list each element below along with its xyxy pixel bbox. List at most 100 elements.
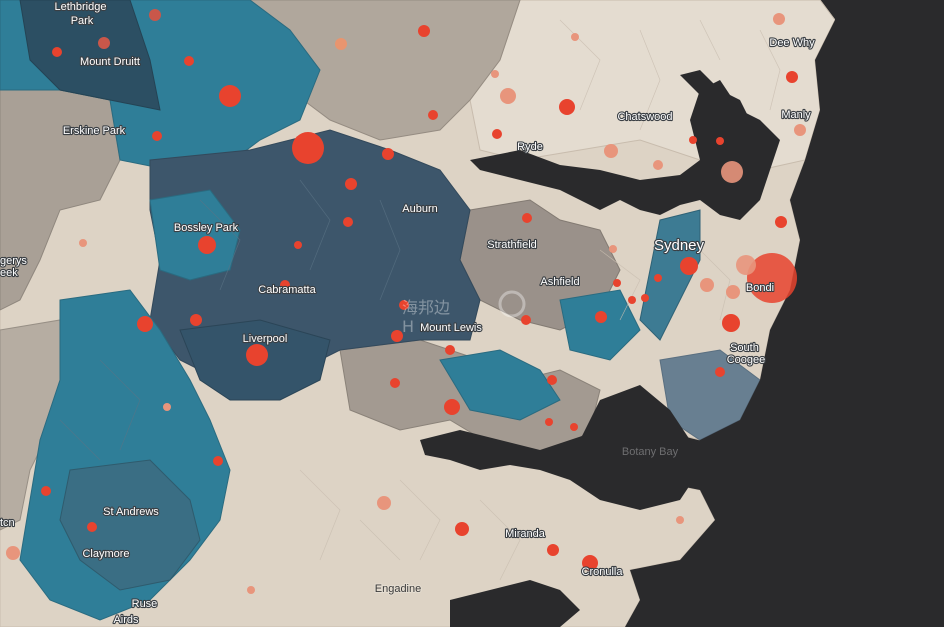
data-points	[6, 9, 806, 594]
point-light-11	[491, 70, 499, 78]
point-north-b	[335, 38, 347, 50]
label-strathfield: Strathfield	[487, 239, 537, 251]
point-light-8	[6, 546, 20, 560]
label-south-coogee: South Coogee	[727, 342, 766, 366]
district-inner-teal	[439, 349, 561, 421]
point-inner-6	[399, 300, 409, 310]
label-botany-bay: Botany Bay	[622, 446, 679, 458]
district-campbelltown-teal	[59, 459, 201, 591]
point-fairfield	[137, 316, 153, 332]
point-light-12	[571, 33, 579, 41]
point-light-16	[149, 9, 161, 21]
label-mount-lewis: Mount Lewis	[420, 322, 482, 334]
point-inner-12	[628, 296, 636, 304]
point-inner-13	[654, 274, 662, 282]
point-north-c	[184, 56, 194, 66]
label-bossley-park: Bossley Park	[174, 222, 239, 234]
point-bondi	[747, 253, 797, 303]
label-mount-druitt: Mount Druitt	[80, 56, 140, 68]
point-light-5	[604, 144, 618, 158]
label-bondi: Bondi	[746, 282, 774, 294]
point-light-20	[79, 239, 87, 247]
point-light-2	[736, 255, 756, 275]
harbour-water	[470, 80, 780, 220]
georges-river-water	[420, 430, 620, 480]
point-inner-8	[521, 315, 531, 325]
point-light-10	[794, 124, 806, 136]
point-inner-14	[613, 279, 621, 287]
label-lethbridge-park: Lethbridge Park	[54, 1, 109, 27]
point-strathfield	[382, 148, 394, 160]
point-inner-3	[343, 217, 353, 227]
point-light-4	[726, 285, 740, 299]
point-ryde	[559, 99, 575, 115]
district-sydney-teal	[639, 209, 701, 341]
point-mt-druitt	[52, 47, 62, 57]
watermark: 海邦边 H	[402, 290, 526, 336]
point-inner-4	[294, 241, 302, 249]
label-miranda: Miranda	[505, 528, 546, 540]
point-light-14	[609, 245, 617, 253]
label-cronulla: Cronulla	[582, 566, 624, 578]
label-sydney: Sydney	[654, 237, 705, 254]
point-inner-7	[445, 345, 455, 355]
point-inner-10	[390, 378, 400, 388]
label-ashfield: Ashfield	[540, 276, 579, 288]
tasman-sea	[610, 0, 944, 627]
point-inner-20	[41, 486, 51, 496]
point-inner-2	[428, 110, 438, 120]
port-hacking-water	[450, 580, 580, 627]
label-ryde: Ryde	[517, 141, 543, 153]
point-light-18	[247, 586, 255, 594]
point-erskine	[152, 131, 162, 141]
point-light-6	[500, 88, 516, 104]
label-engadine: Engadine	[375, 583, 422, 595]
point-cabramatta	[190, 314, 202, 326]
point-canterbury	[595, 311, 607, 323]
middle-harbour-water	[680, 70, 750, 140]
point-inner-11	[641, 294, 649, 302]
point-liverpool	[246, 344, 268, 366]
point-inner-16	[570, 423, 578, 431]
point-dee-why	[786, 71, 798, 83]
point-north-a	[418, 25, 430, 37]
label-liverpool: Liverpool	[243, 333, 288, 345]
district-canterbury-teal	[559, 289, 641, 361]
district-mount-druitt	[19, 0, 161, 111]
point-campbelltown	[213, 456, 223, 466]
label-rouse-airds: Ruse Airds	[113, 598, 160, 626]
point-light-19	[163, 403, 171, 411]
label-claymore: Claymore	[82, 548, 129, 560]
label-gerys-creek: gerys eek	[0, 255, 30, 279]
point-auburn	[345, 178, 357, 190]
point-randwick	[722, 314, 740, 332]
label-chatswood: Chatswood	[617, 111, 672, 123]
point-light-3	[700, 278, 714, 292]
label-st-andrews: St Andrews	[103, 506, 159, 518]
label-erskine-park: Erskine Park	[63, 125, 126, 137]
point-inner-15	[715, 367, 725, 377]
point-inner-5	[280, 280, 290, 290]
point-parramatta-north	[292, 132, 324, 164]
point-bossley	[198, 236, 216, 254]
point-mount-lewis	[391, 330, 403, 342]
label-edge-left: tcn	[0, 517, 15, 529]
watermark-chinese: 海邦边	[402, 298, 450, 317]
suburb-boundaries	[299, 19, 781, 581]
point-ashfield	[547, 544, 559, 556]
watermark-latin: H	[402, 317, 414, 336]
point-cronulla	[582, 555, 598, 571]
label-cabramatta: Cabramatta	[258, 284, 316, 296]
point-light-9	[773, 13, 785, 25]
point-hurstville	[444, 399, 460, 415]
label-auburn: Auburn	[402, 203, 437, 215]
point-manly	[775, 216, 787, 228]
point-inner-18	[689, 136, 697, 144]
point-light-7	[377, 496, 391, 510]
label-dee-why: Dee Why	[769, 37, 815, 49]
label-manly: Manly	[781, 109, 811, 121]
point-rose-bay	[522, 213, 532, 223]
point-inner-19	[716, 137, 724, 145]
